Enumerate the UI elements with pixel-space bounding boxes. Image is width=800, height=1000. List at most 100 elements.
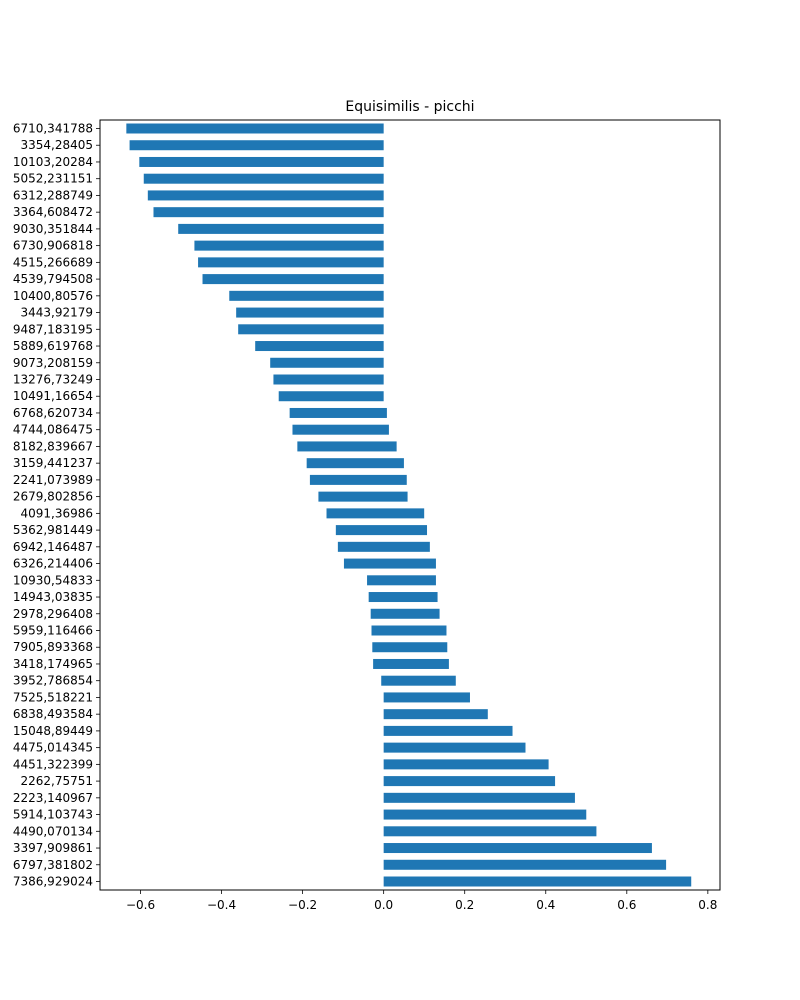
- y-tick-label: 3418,174965: [13, 657, 93, 671]
- bar: [383, 776, 556, 787]
- x-tick-label: 0.8: [698, 898, 717, 912]
- y-tick-label: 3952,786854: [13, 674, 93, 688]
- y-tick-label: 6312,288749: [13, 188, 93, 202]
- bar: [383, 725, 513, 736]
- bar: [255, 341, 384, 352]
- bar: [153, 207, 384, 218]
- y-tick-label: 5959,116466: [13, 624, 93, 638]
- y-tick-label: 4091,36986: [20, 506, 93, 520]
- y-tick-label: 4475,014345: [13, 741, 93, 755]
- bar: [383, 843, 652, 854]
- bar: [383, 809, 587, 820]
- y-tick-label: 2679,802856: [13, 490, 93, 504]
- y-tick-label: 3364,608472: [13, 205, 93, 219]
- bar: [278, 391, 384, 402]
- y-tick-labels: 6710,341788 3354,28405 10103,20284 5052,231…: [13, 122, 100, 889]
- bar: [383, 792, 575, 803]
- y-tick-label: 4451,322399: [13, 757, 93, 771]
- bar: [381, 675, 456, 686]
- x-tick-label: 0.2: [455, 898, 474, 912]
- y-tick-label: 6797,381802: [13, 858, 93, 872]
- bar: [309, 474, 407, 485]
- bar: [337, 541, 430, 552]
- bar: [126, 123, 384, 134]
- y-tick-label: 7525,518221: [13, 690, 93, 704]
- y-tick-label: 4490,070134: [13, 824, 93, 838]
- x-tick-label: −0.4: [207, 898, 236, 912]
- bar: [326, 508, 425, 519]
- plot-frame: [99, 119, 721, 891]
- bar: [129, 140, 384, 151]
- y-tick-label: 3159,441237: [13, 456, 93, 470]
- bars-layer: [126, 123, 692, 887]
- x-tick-label: −0.2: [288, 898, 317, 912]
- y-tick-label: 9073,208159: [13, 356, 93, 370]
- bar: [198, 257, 384, 268]
- x-axis: −0.6 −0.4 −0.2 0.0 0.2 0.4 0.6 0.8: [126, 890, 717, 912]
- y-tick-label: 4744,086475: [13, 423, 93, 437]
- bar: [143, 173, 384, 184]
- y-tick-label: 15048,89449: [13, 724, 93, 738]
- bar: [270, 357, 384, 368]
- y-tick-label: 8182,839667: [13, 439, 93, 453]
- y-tick-label: 6768,620734: [13, 406, 93, 420]
- y-tick-label: 13276,73249: [13, 373, 93, 387]
- bar: [383, 826, 597, 837]
- bar: [238, 324, 384, 335]
- y-tick-label: 4539,794508: [13, 272, 93, 286]
- x-tick-label: 0.6: [617, 898, 636, 912]
- bar: [370, 608, 440, 619]
- bar: [318, 491, 408, 502]
- y-tick-label: 3397,909861: [13, 841, 93, 855]
- bar: [371, 625, 447, 636]
- y-tick-label: 2241,073989: [13, 473, 93, 487]
- y-tick-label: 7905,893368: [13, 640, 93, 654]
- y-tick-label: 10400,80576: [13, 289, 93, 303]
- bar: [194, 240, 384, 251]
- bar: [178, 223, 384, 234]
- bar: [383, 759, 549, 770]
- y-tick-label: 6326,214406: [13, 557, 93, 571]
- bar: [383, 742, 526, 753]
- y-tick-label: 14943,03835: [13, 590, 93, 604]
- bar: [383, 859, 667, 870]
- bar: [202, 274, 384, 285]
- y-tick-label: 6942,146487: [13, 540, 93, 554]
- bar: [383, 709, 488, 720]
- x-tick-label: −0.6: [126, 898, 155, 912]
- y-tick-label: 9487,183195: [13, 322, 93, 336]
- y-tick-label: 5914,103743: [13, 808, 93, 822]
- bar: [229, 290, 384, 301]
- y-tick-label: 3443,92179: [20, 306, 93, 320]
- y-tick-label: 10491,16654: [13, 389, 93, 403]
- y-tick-label: 3354,28405: [20, 138, 93, 152]
- bar: [372, 642, 448, 653]
- y-tick-label: 9030,351844: [13, 222, 93, 236]
- y-tick-label: 5889,619768: [13, 339, 93, 353]
- x-tick-label: 0.0: [374, 898, 393, 912]
- y-tick-label: 2262,75751: [20, 774, 93, 788]
- y-tick-label: 7386,929024: [13, 875, 93, 889]
- x-tick-label: 0.4: [536, 898, 555, 912]
- chart-title: Equisimilis - picchi: [345, 99, 474, 115]
- bar: [297, 441, 397, 452]
- bar: [368, 592, 438, 603]
- bar: [383, 876, 692, 887]
- bar: [289, 407, 387, 418]
- bar: [236, 307, 384, 318]
- y-tick-label: 6838,493584: [13, 707, 93, 721]
- y-tick-label: 10930,54833: [13, 573, 93, 587]
- bar: [292, 424, 389, 435]
- bar: [343, 558, 436, 569]
- bar: [367, 575, 436, 586]
- bar: [273, 374, 384, 385]
- y-tick-label: 2223,140967: [13, 791, 93, 805]
- bar: [383, 692, 470, 703]
- bar: [306, 458, 404, 469]
- y-tick-label: 2978,296408: [13, 607, 93, 621]
- y-tick-label: 6730,906818: [13, 239, 93, 253]
- bar: [335, 525, 428, 536]
- y-tick-label: 10103,20284: [13, 155, 93, 169]
- y-tick-label: 4515,266689: [13, 255, 93, 269]
